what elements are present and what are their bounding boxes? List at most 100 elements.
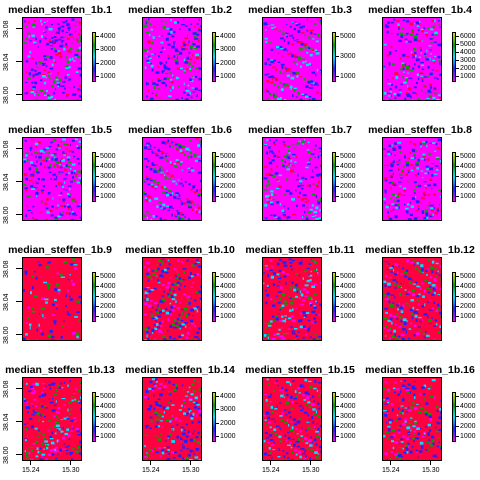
raster-image	[383, 378, 441, 460]
legend-label: 4000	[220, 33, 236, 40]
y-axis-tick	[16, 61, 22, 62]
raster-plot-area	[382, 257, 442, 341]
raster-plot-area	[262, 377, 322, 461]
raster-image	[263, 378, 321, 460]
panel-title: median_steffen_1b.8	[368, 124, 472, 136]
y-axis-label: 38.00	[3, 206, 10, 224]
legend-tick	[216, 186, 219, 187]
legend-tick	[456, 196, 459, 197]
legend-tick	[336, 186, 339, 187]
legend-tick	[216, 396, 219, 397]
legend-tick	[456, 44, 459, 45]
y-axis-tick	[16, 148, 22, 149]
raster-plot-area	[262, 257, 322, 341]
legend-label: 2000	[340, 423, 356, 430]
y-axis-label: 38.04	[3, 53, 10, 71]
raster-panel: median_steffen_1b.4 6000 5000 4000 3000 2000 1…	[360, 0, 480, 120]
legend-label: 2000	[100, 183, 116, 190]
x-axis-tick	[270, 461, 271, 465]
color-legend-bar	[212, 32, 216, 82]
y-axis-tick	[16, 421, 22, 422]
raster-image	[263, 18, 321, 100]
legend-tick	[336, 416, 339, 417]
y-axis-label: 38.00	[3, 86, 10, 104]
legend-label: 2000	[340, 183, 356, 190]
x-axis-tick	[150, 461, 151, 465]
legend-label: 4000	[460, 283, 476, 290]
legend-label: 1000	[340, 193, 356, 200]
color-legend-bar	[212, 392, 216, 442]
raster-plot-area	[262, 17, 322, 101]
legend-tick	[96, 286, 99, 287]
legend-label: 1000	[220, 73, 236, 80]
raster-panel: median_steffen_1b.11 5000 4000 3000 2000 1000	[240, 240, 360, 360]
panel-title: median_steffen_1b.9	[8, 244, 112, 256]
legend-label: 4000	[220, 393, 236, 400]
legend-tick	[216, 276, 219, 277]
legend-tick	[96, 396, 99, 397]
legend-label: 4000	[100, 33, 116, 40]
x-axis-label: 15.24	[22, 467, 40, 474]
legend-label: 5000	[340, 273, 356, 280]
raster-plot-area	[142, 137, 202, 221]
legend-label: 3000	[100, 293, 116, 300]
panel-title: median_steffen_1b.4	[368, 4, 472, 16]
y-axis-label: 38.04	[3, 173, 10, 191]
x-axis-label: 15.30	[62, 467, 80, 474]
panel-title: median_steffen_1b.10	[125, 244, 235, 256]
legend-label: 1000	[340, 433, 356, 440]
legend-tick	[216, 166, 219, 167]
legend-label: 5000	[460, 273, 476, 280]
x-axis-label: 15.30	[182, 467, 200, 474]
raster-image	[143, 378, 201, 460]
legend-label: 2000	[100, 59, 116, 67]
legend-tick	[336, 396, 339, 397]
panel-title: median_steffen_1b.7	[248, 124, 352, 136]
legend-label: 5000	[460, 153, 476, 160]
x-axis-label: 15.24	[142, 467, 160, 474]
raster-panel: median_steffen_1b.9 38.08 38.04 38.00 5000 40…	[0, 240, 120, 360]
x-axis-tick	[190, 461, 191, 465]
legend-label: 1000	[100, 433, 116, 440]
x-axis-label: 15.30	[422, 467, 440, 474]
color-legend-bar	[92, 32, 96, 82]
raster-image	[23, 378, 81, 460]
color-legend-bar	[452, 272, 456, 322]
legend-label: 3000	[100, 46, 116, 54]
legend-tick	[96, 316, 99, 317]
legend-tick	[216, 196, 219, 197]
legend-tick	[96, 276, 99, 277]
raster-panel: median_steffen_1b.7 5000 4000 3000 2000 1000	[240, 120, 360, 240]
y-axis-tick	[16, 301, 22, 302]
y-axis-label: 38.08	[3, 20, 10, 38]
legend-label: 2000	[460, 65, 476, 72]
legend-tick	[456, 176, 459, 177]
legend-label: 4000	[100, 163, 116, 170]
color-legend-bar	[92, 392, 96, 442]
panel-title: median_steffen_1b.2	[128, 4, 232, 16]
raster-panel: median_steffen_1b.5 38.08 38.04 38.00 5000 40…	[0, 120, 120, 240]
y-axis-label: 38.08	[3, 380, 10, 398]
legend-tick	[336, 306, 339, 307]
legend-label: 5000	[460, 393, 476, 400]
legend-label: 3000	[340, 413, 356, 420]
legend-tick	[456, 276, 459, 277]
color-legend-bar	[332, 392, 336, 442]
color-legend-bar	[452, 392, 456, 442]
legend-label: 1000	[220, 313, 236, 320]
raster-image	[383, 258, 441, 340]
legend-tick	[456, 406, 459, 407]
color-legend-bar	[92, 152, 96, 202]
legend-tick	[336, 316, 339, 317]
legend-tick	[96, 426, 99, 427]
color-legend-bar	[332, 32, 336, 82]
legend-label: 3000	[460, 293, 476, 300]
legend-label: 2000	[220, 59, 236, 67]
raster-plot-area	[22, 377, 82, 461]
color-legend-bar	[212, 272, 216, 322]
legend-tick	[336, 276, 339, 277]
panel-title: median_steffen_1b.13	[5, 364, 115, 376]
raster-panel: median_steffen_1b.16 15.24 15.30 5000 4000 30…	[360, 360, 480, 480]
legend-label: 4000	[340, 163, 356, 170]
